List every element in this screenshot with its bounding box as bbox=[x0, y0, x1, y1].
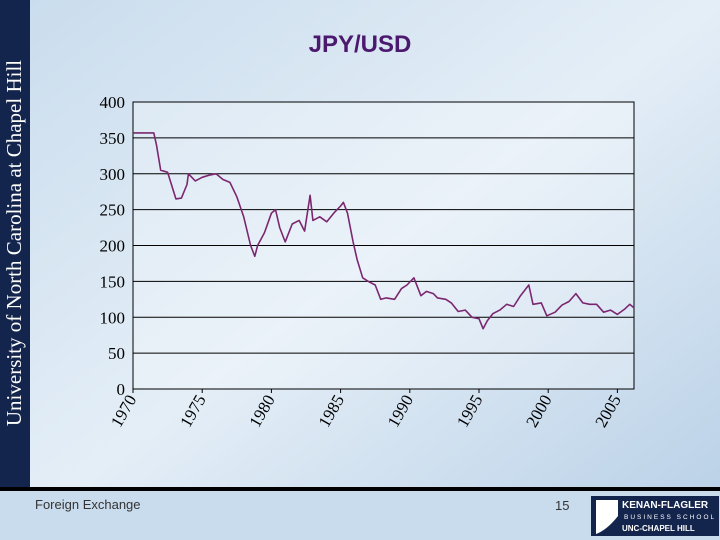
chart-title: JPY/USD bbox=[309, 31, 412, 58]
sidebar bbox=[0, 0, 30, 487]
y-tick-label: 350 bbox=[100, 129, 126, 148]
logo: KENAN-FLAGLER BUSINESS SCHOOL UNC-CHAPEL… bbox=[591, 496, 719, 536]
y-tick-label: 300 bbox=[100, 165, 126, 184]
y-tick-label: 50 bbox=[108, 344, 125, 363]
series-line bbox=[133, 132, 635, 330]
sidebar-text: University of North Carolina at Chapel H… bbox=[2, 60, 26, 426]
y-tick-label: 250 bbox=[100, 201, 126, 220]
footer-topic: Foreign Exchange bbox=[35, 497, 141, 512]
y-tick-label: 400 bbox=[100, 93, 126, 112]
y-tick-label: 100 bbox=[100, 308, 126, 327]
y-tick-label: 150 bbox=[100, 272, 126, 291]
y-tick-label: 200 bbox=[100, 237, 126, 256]
logo-shield bbox=[596, 500, 618, 534]
logo-university: UNC-CHAPEL HILL bbox=[622, 524, 695, 533]
footer-rule bbox=[0, 487, 720, 491]
y-tick-label: 0 bbox=[117, 380, 126, 399]
logo-school: BUSINESS SCHOOL bbox=[624, 514, 716, 521]
logo-name: KENAN-FLAGLER bbox=[622, 500, 709, 511]
page-number: 15 bbox=[555, 498, 569, 513]
